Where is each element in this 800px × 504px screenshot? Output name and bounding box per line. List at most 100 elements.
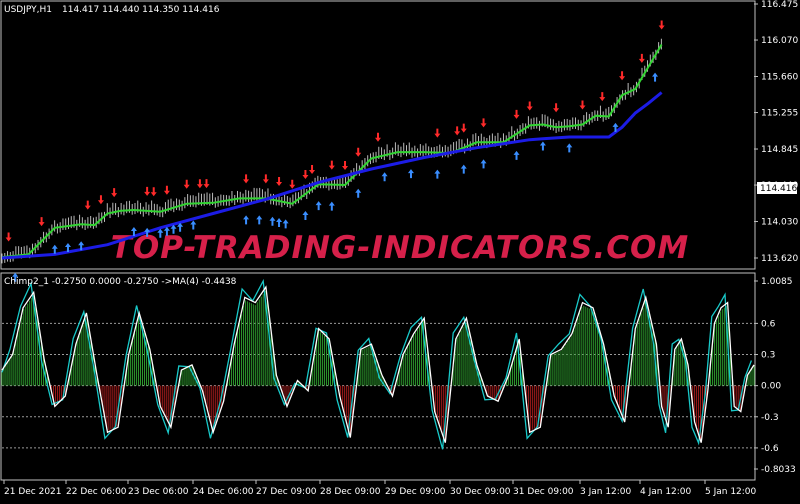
buy-arrow-icon [144, 227, 151, 237]
time-tick-label: 22 Dec 06:00 [66, 487, 127, 497]
sell-arrow-icon [553, 103, 560, 113]
buy-arrow-icon [64, 242, 71, 252]
buy-arrow-icon [539, 141, 546, 151]
sell-arrow-icon [454, 126, 461, 136]
buy-arrow-icon [513, 150, 520, 160]
sell-arrow-icon [84, 200, 91, 210]
buy-arrow-icon [328, 201, 335, 211]
sell-arrow-icon [38, 217, 45, 227]
sell-arrow-icon [302, 169, 309, 179]
osc-tick-label: 0.3 [761, 351, 775, 361]
buy-arrow-icon [256, 215, 263, 225]
time-tick-label: 30 Dec 09:00 [450, 487, 511, 497]
buy-arrow-icon [170, 224, 177, 234]
sell-arrow-icon [375, 132, 381, 142]
buy-arrow-icon [407, 169, 414, 179]
sell-arrow-icon [480, 118, 487, 128]
osc-tick-label: 0.6 [761, 319, 776, 329]
price-header: USDJPY,H1 114.417 114.440 114.350 114.41… [4, 5, 220, 15]
buy-arrow-icon [652, 72, 659, 82]
sell-arrow-icon [203, 179, 210, 189]
sell-arrow-icon [243, 174, 250, 184]
buy-arrow-icon [177, 222, 184, 232]
price-tick-label: 114.845 [761, 145, 798, 155]
sell-arrow-icon [144, 186, 151, 196]
price-tick-label: 115.660 [761, 73, 798, 83]
time-tick-label: 21 Dec 2021 [4, 487, 62, 497]
buy-arrow-icon [460, 164, 467, 174]
oscillator-label: Chimp2_1 -0.2750 0.0000 -0.2750 ->MA(4) … [4, 277, 237, 287]
last-price-box [757, 182, 797, 194]
time-tick-label: 29 Dec 09:00 [385, 487, 446, 497]
buy-arrow-icon [566, 143, 573, 153]
watermark: TOP-TRADING-INDICATORS.COM [111, 230, 689, 266]
buy-arrow-icon [434, 169, 441, 179]
sell-arrow-icon [579, 100, 586, 110]
buy-arrow-icon [163, 226, 170, 236]
time-tick-label: 4 Jan 12:00 [640, 487, 692, 497]
buy-arrow-icon [130, 226, 137, 236]
oscillator-panel-frame [0, 272, 756, 481]
time-tick-label: 27 Dec 09:00 [256, 487, 317, 497]
buy-arrow-icon [243, 215, 250, 225]
price-panel-frame [0, 0, 756, 270]
buy-arrow-icon [355, 188, 362, 198]
buy-arrow-icon [276, 218, 283, 228]
sell-arrow-icon [434, 128, 441, 138]
time-tick-label: 31 Dec 09:00 [513, 487, 574, 497]
buy-arrow-icon [315, 201, 322, 211]
sell-arrow-icon [276, 177, 283, 187]
sell-arrow-icon [262, 174, 269, 184]
price-lines [1, 43, 663, 260]
ohlc-label: 114.417 114.440 114.350 114.416 [62, 5, 220, 15]
sell-arrow-icon [526, 101, 533, 111]
signal-line [1, 278, 753, 450]
slow-ma-line [1, 91, 663, 260]
price-tick-label: 115.255 [761, 109, 798, 119]
buy-arrow-icon [157, 228, 164, 238]
oscillator-lines [1, 278, 755, 450]
buy-arrow-icon [282, 219, 289, 229]
osc-tick-label: -0.8033 [761, 465, 796, 475]
price-tick-label: 114.030 [761, 218, 798, 228]
sell-arrow-icon [355, 147, 362, 157]
buy-arrow-icon [612, 122, 619, 132]
sell-arrow-icon [460, 123, 467, 133]
time-tick-label: 28 Dec 09:00 [320, 487, 381, 497]
buy-arrow-icon [190, 220, 197, 230]
sell-arrow-icon [342, 161, 349, 171]
buy-arrow-icon [302, 210, 309, 220]
sell-arrow-icon [658, 20, 665, 30]
buy-arrow-icon [78, 241, 85, 251]
osc-tick-label: -0.6 [761, 444, 779, 454]
buy-arrow-icon [12, 272, 19, 282]
signal-arrows [5, 20, 665, 282]
price-tick-label: 116.475 [761, 0, 798, 10]
sell-arrow-icon [513, 109, 520, 119]
sell-arrow-icon [328, 160, 335, 170]
time-tick-label: 3 Jan 12:00 [580, 487, 632, 497]
sell-arrow-icon [599, 92, 606, 102]
sell-arrow-icon [111, 188, 118, 198]
sell-arrow-icon [5, 232, 12, 242]
time-tick-label: 24 Dec 06:00 [193, 487, 254, 497]
time-axis: 21 Dec 2021 22 Dec 06:00 23 Dec 06:00 24 De… [3, 480, 757, 497]
sell-arrow-icon [163, 185, 170, 195]
last-price-label: 114.416 [760, 184, 797, 194]
osc-tick-label: 0.00 [761, 382, 781, 392]
buy-arrow-icon [480, 159, 487, 169]
sell-arrow-icon [619, 71, 626, 81]
sell-arrow-icon [309, 165, 316, 175]
sell-arrow-icon [97, 195, 104, 205]
buy-arrow-icon [51, 244, 58, 254]
buy-arrow-icon [381, 172, 388, 182]
oscillator-histogram [1, 290, 755, 442]
sell-arrow-icon [289, 179, 296, 189]
oscillator-line [1, 285, 755, 443]
sell-arrow-icon [638, 53, 645, 63]
time-tick-label: 5 Jan 12:00 [705, 487, 757, 497]
sell-arrow-icon [183, 179, 190, 189]
osc-tick-label: -0.3 [761, 413, 779, 423]
price-tick-label: 116.070 [761, 36, 798, 46]
